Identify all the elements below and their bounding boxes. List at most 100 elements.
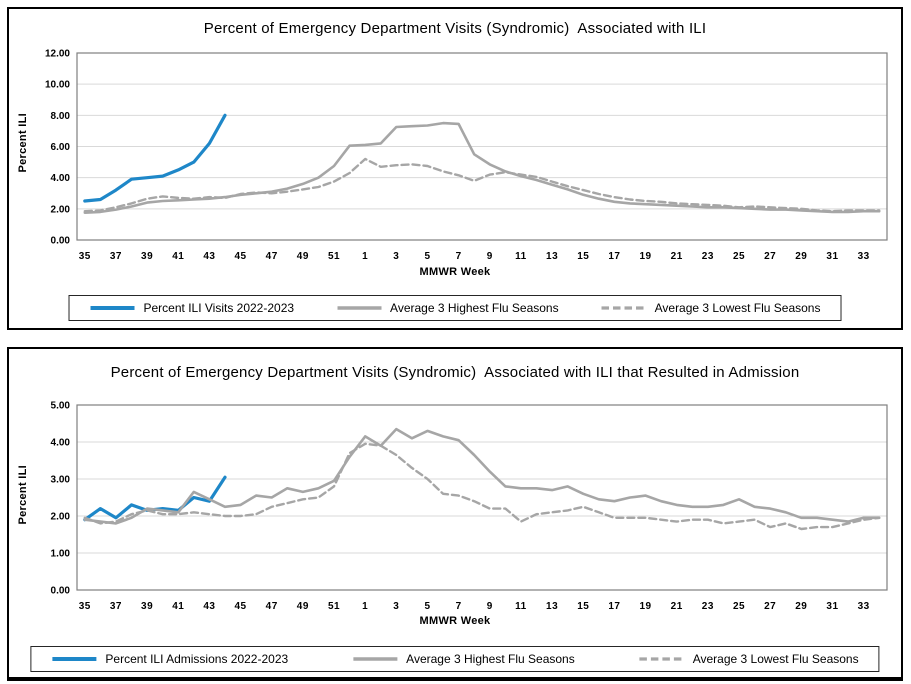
legend-item: Percent ILI Visits 2022-2023 — [90, 301, 295, 315]
y-tick-label: 4.00 — [51, 438, 71, 449]
x-tick-label: 17 — [608, 251, 620, 262]
x-tick-label: 35 — [79, 251, 91, 262]
y-tick-label: 2.00 — [51, 204, 71, 215]
x-tick-label: 5 — [424, 601, 430, 612]
plot-border — [76, 52, 888, 241]
legend-item: Average 3 Lowest Flu Seasons — [639, 652, 859, 666]
y-tick-label: 4.00 — [51, 173, 71, 184]
x-tick-label: 31 — [826, 601, 838, 612]
y-tick-label: 10.00 — [45, 80, 70, 91]
legend-label: Average 3 Highest Flu Seasons — [390, 301, 559, 315]
y-tick-label: 5.00 — [51, 401, 71, 412]
x-tick-label: 33 — [858, 251, 870, 262]
x-tick-label: 51 — [328, 251, 340, 262]
x-tick-label: 9 — [487, 601, 493, 612]
x-tick-label: 41 — [172, 251, 184, 262]
x-tick-label: 3 — [393, 251, 399, 262]
legend-label: Average 3 Lowest Flu Seasons — [654, 301, 821, 315]
x-tick-label: 37 — [110, 251, 122, 262]
legend-item: Average 3 Highest Flu Seasons — [336, 301, 559, 315]
legend-label: Average 3 Highest Flu Seasons — [406, 652, 575, 666]
x-tick-label: 47 — [266, 251, 278, 262]
legend-swatch-blue-solid-line — [52, 657, 97, 661]
x-tick-label: 1 — [362, 601, 368, 612]
x-tick-label: 27 — [764, 601, 776, 612]
x-tick-label: 5 — [424, 251, 430, 262]
x-tick-label: 17 — [608, 601, 620, 612]
x-tick-label: 33 — [858, 601, 870, 612]
x-axis-label: MMWR Week — [419, 615, 491, 627]
y-tick-label: 12.00 — [45, 49, 70, 60]
x-tick-label: 29 — [795, 601, 807, 612]
x-tick-label: 23 — [702, 251, 714, 262]
x-tick-label: 47 — [266, 601, 278, 612]
x-tick-label: 7 — [456, 251, 462, 262]
y-tick-label: 1.00 — [51, 549, 71, 560]
x-tick-label: 11 — [515, 601, 527, 612]
x-tick-label: 37 — [110, 601, 122, 612]
series-line-1 — [83, 427, 881, 525]
legend-swatch-blue-solid-line — [90, 306, 135, 310]
x-tick-label: 43 — [203, 251, 215, 262]
x-tick-label: 9 — [487, 251, 493, 262]
y-tick-label: 6.00 — [51, 142, 71, 153]
y-tick-label: 2.00 — [51, 512, 71, 523]
legend-item: Average 3 Lowest Flu Seasons — [601, 301, 821, 315]
x-tick-label: 13 — [546, 601, 558, 612]
x-tick-label: 15 — [577, 601, 589, 612]
x-tick-label: 23 — [702, 601, 714, 612]
legend-swatch-gray-solid-line — [353, 657, 398, 661]
x-tick-label: 7 — [456, 601, 462, 612]
series-line-1 — [83, 121, 881, 214]
x-tick-label: 15 — [577, 251, 589, 262]
legend-label: Average 3 Lowest Flu Seasons — [692, 652, 859, 666]
x-tick-label: 29 — [795, 251, 807, 262]
x-axis-label: MMWR Week — [419, 266, 491, 278]
x-tick-label: 49 — [297, 251, 309, 262]
y-tick-label: 0.00 — [51, 236, 71, 247]
series-line-2 — [83, 442, 881, 531]
x-tick-label: 21 — [671, 251, 683, 262]
x-tick-label: 49 — [297, 601, 309, 612]
x-tick-label: 51 — [328, 601, 340, 612]
legend-swatch-gray-dashed-line — [601, 306, 646, 310]
legend-swatch-gray-solid-line — [337, 306, 382, 310]
x-tick-label: 45 — [234, 601, 246, 612]
chart-title: Percent of Emergency Department Visits (… — [203, 20, 707, 37]
series-line-2 — [83, 157, 881, 213]
y-tick-label: 3.00 — [51, 475, 71, 486]
legend-label: Percent ILI Admissions 2022-2023 — [105, 652, 289, 666]
x-tick-label: 39 — [141, 601, 153, 612]
legend-item: Percent ILI Admissions 2022-2023 — [51, 652, 288, 666]
legend: Percent ILI Admissions 2022-2023 Average… — [30, 646, 880, 672]
y-tick-label: 0.00 — [51, 586, 71, 597]
x-tick-label: 25 — [733, 601, 745, 612]
series-line-0 — [83, 113, 227, 203]
x-tick-label: 19 — [639, 251, 651, 262]
chart-title: Percent of Emergency Department Visits (… — [110, 364, 800, 381]
legend-label: Percent ILI Visits 2022-2023 — [143, 301, 295, 315]
ed-admissions-ili-chart-panel: Percent of Emergency Department Visits (… — [7, 347, 903, 681]
x-tick-label: 41 — [172, 601, 184, 612]
y-tick-label: 8.00 — [51, 111, 71, 122]
legend-item: Average 3 Highest Flu Seasons — [352, 652, 575, 666]
x-tick-label: 43 — [203, 601, 215, 612]
legend: Percent ILI Visits 2022-2023 Average 3 H… — [68, 295, 842, 321]
x-tick-label: 19 — [639, 601, 651, 612]
x-tick-label: 35 — [79, 601, 91, 612]
x-tick-label: 11 — [515, 251, 527, 262]
x-tick-label: 21 — [671, 601, 683, 612]
plot-border — [76, 404, 888, 591]
legend-swatch-gray-dashed-line — [639, 657, 684, 661]
x-tick-label: 45 — [234, 251, 246, 262]
x-tick-label: 1 — [362, 251, 368, 262]
x-tick-label: 13 — [546, 251, 558, 262]
x-tick-label: 31 — [826, 251, 838, 262]
x-tick-label: 39 — [141, 251, 153, 262]
x-tick-label: 3 — [393, 601, 399, 612]
x-tick-label: 27 — [764, 251, 776, 262]
x-tick-label: 25 — [733, 251, 745, 262]
